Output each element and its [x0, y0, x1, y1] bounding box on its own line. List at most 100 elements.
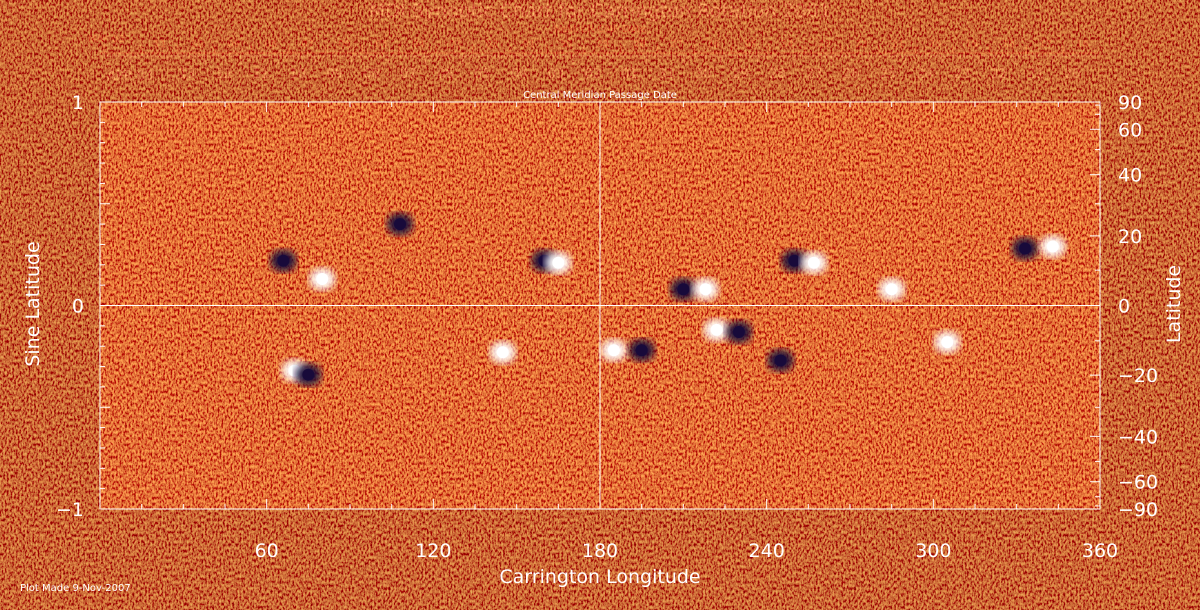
cmp-date-label: 26	[843, 67, 860, 82]
next-cmp-date-label: 16	[1076, 39, 1089, 50]
chart-title: MDI Synoptic Chart for Carrington Rotati…	[369, 0, 831, 22]
plot-area	[99, 101, 1101, 510]
active-region-core-positive	[941, 336, 954, 349]
cmp-date-label: 08	[363, 67, 380, 82]
next-cmp-date-label: 24	[781, 39, 794, 50]
next-cmp-date-label: 23	[818, 39, 831, 50]
active-region-core-positive	[807, 256, 820, 269]
cmp-axis-title: Central Meridian Passage Date	[523, 90, 677, 101]
y-right-tick-label: 20	[1118, 226, 1142, 248]
cmp-axis: APR 03 13 12 11 10 09 08 07 06 05 04 03 02 01 31 30 29 28…	[100, 55, 1100, 84]
y-right-tick-label: −20	[1118, 365, 1158, 387]
x-axis-title: Carrington Longitude	[499, 566, 700, 588]
next-cmp-date-label: 25	[744, 39, 757, 50]
y-right-tick-label: 90	[1118, 92, 1142, 114]
cmp-date-label: 23	[954, 67, 971, 82]
cmp-date-label: 06	[437, 67, 454, 82]
active-region-core-positive	[699, 283, 712, 296]
next-cmp-date-label: 10	[191, 39, 204, 50]
next-cmp-date-label: 11	[154, 39, 167, 50]
active-region-core-negative	[1019, 242, 1031, 255]
active-region-core-negative	[677, 283, 690, 296]
y-left-tick-label: 1	[72, 92, 84, 114]
cmp-date-label: 12	[216, 67, 233, 82]
y-axis-left-title: Sine Latitude	[22, 241, 44, 366]
next-cmp-date-label: 28	[633, 39, 646, 50]
x-tick-label: 360	[1082, 540, 1118, 562]
y-axis-right: 90 60 40 20 0 −20 −40 −60 −90	[1090, 92, 1158, 521]
cmp-date-label: 28	[769, 67, 786, 82]
next-cmp-date-label: 03	[449, 39, 462, 50]
cmp-date-label: 27	[806, 67, 823, 82]
active-region-core-negative	[277, 254, 290, 267]
active-region-core-negative	[394, 218, 406, 231]
x-tick-label: 180	[582, 540, 618, 562]
cmp-date-label: 22	[991, 67, 1008, 82]
cmp-date-label: 07	[400, 67, 417, 82]
cmp-date-label: 13	[179, 67, 196, 82]
next-cmp-date-label: 07	[301, 39, 314, 50]
cmp-date-label: 09	[326, 67, 343, 82]
next-cmp-date-label: 21	[892, 39, 905, 50]
x-tick-label: 120	[415, 540, 451, 562]
cmp-date-label: 05	[474, 67, 491, 82]
y-right-tick-label: −40	[1118, 426, 1158, 448]
active-regions	[270, 213, 1066, 386]
cmp-date-label: 21	[1027, 67, 1044, 82]
active-region-core-negative	[774, 354, 787, 367]
next-cmp-date-label: 05	[375, 39, 388, 50]
y-left-tick-label: −1	[56, 499, 84, 521]
cmp-date-label: 02	[585, 67, 602, 82]
cmp-date-label: 20	[1064, 67, 1081, 82]
cmp-date-label: 30	[695, 67, 712, 82]
active-region-core-positive	[496, 346, 509, 359]
y-axis-left: 1 0 −1	[56, 92, 110, 521]
active-region-core-positive	[710, 323, 723, 336]
active-region-core-positive	[316, 273, 329, 286]
next-cmp-date-label: 20	[929, 39, 942, 50]
next-cmp-date-label: 17	[1039, 39, 1052, 50]
active-region-core-negative	[302, 368, 315, 381]
x-tick-label: 240	[749, 540, 785, 562]
x-axis: 60 120 180 240 300 360	[141, 102, 1118, 562]
y-right-tick-label: −60	[1118, 472, 1158, 494]
next-cmp-date-label: 19	[965, 39, 978, 50]
x-tick-label: 60	[255, 540, 279, 562]
next-cmp-date-label: 01	[523, 39, 536, 50]
y-right-tick-label: −90	[1118, 499, 1158, 521]
next-cmp-date-label: 30	[560, 39, 573, 50]
cmp-start-label: APR 03	[107, 69, 153, 84]
y-left-tick-label: 0	[72, 296, 84, 318]
next-cmp-date-label: 27	[670, 39, 683, 50]
next-cmp-axis-title: Next CR CMP Date	[554, 24, 646, 35]
cmp-date-label: 29	[732, 67, 749, 82]
next-cmp-axis: Next CR CMP Date MAY 03 11 10 09 08 07 06 05 04 0…	[88, 24, 1100, 54]
y-axis-right-title: Latitude	[1163, 265, 1185, 343]
cmp-date-label: 31	[658, 67, 675, 82]
active-region-core-negative	[732, 325, 745, 338]
active-region-core-negative	[635, 344, 648, 357]
cmp-date-label: 04	[511, 67, 528, 82]
active-region-core-positive	[885, 283, 898, 296]
next-cmp-date-label: 08	[264, 39, 277, 50]
active-region-core-positive	[552, 256, 565, 269]
next-cmp-date-label: 06	[338, 39, 351, 50]
y-right-tick-label: 40	[1118, 165, 1142, 187]
cmp-date-label: 11	[253, 67, 270, 82]
x-tick-label: 300	[915, 540, 951, 562]
active-region-core-negative	[788, 254, 801, 267]
next-cmp-date-label: 22	[855, 39, 868, 50]
y-right-tick-label: 60	[1118, 119, 1142, 141]
next-cmp-date-label: 29	[596, 39, 609, 50]
next-cmp-date-label: 09	[227, 39, 240, 50]
cmp-date-label: 25	[880, 67, 897, 82]
next-cmp-start-label: MAY 03	[88, 34, 125, 45]
cmp-date-label: 01	[622, 67, 639, 82]
y-right-tick-label: 0	[1118, 296, 1130, 318]
next-cmp-date-label: 18	[1002, 39, 1015, 50]
plot-made-note: Plot Made 9-Nov-2007	[20, 583, 131, 594]
next-cmp-date-label: 04	[412, 39, 425, 50]
cmp-date-label: 10	[289, 67, 306, 82]
active-region-core-positive	[1046, 240, 1059, 253]
